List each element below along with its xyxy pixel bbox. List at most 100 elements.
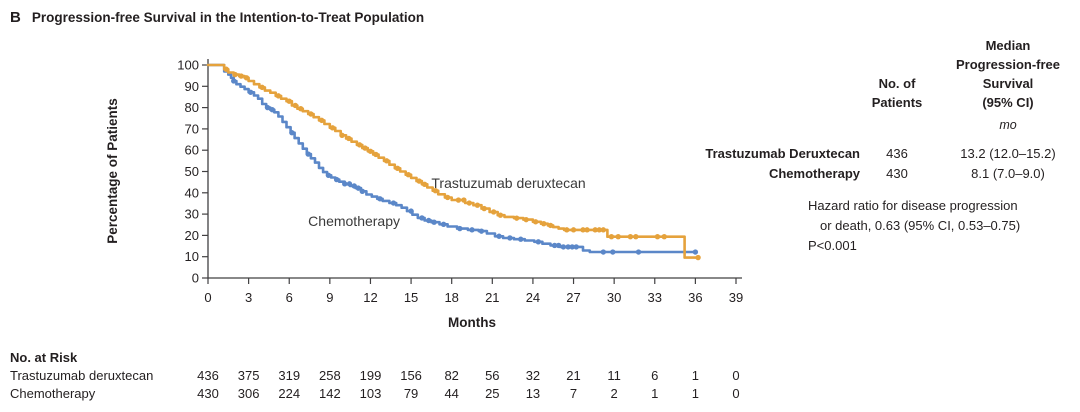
censor-mark <box>231 78 237 84</box>
censor-mark <box>325 172 332 179</box>
y-tick-label: 10 <box>185 249 199 264</box>
summary-header-spacer <box>700 36 860 112</box>
censor-mark <box>351 183 357 189</box>
summary-header-median: Median Progression-free Survival (95% CI… <box>934 36 1080 112</box>
censor-mark <box>455 197 462 203</box>
censor-mark <box>308 111 314 117</box>
row-median-chemo: 8.1 (7.0–9.0) <box>971 166 1045 181</box>
row-label-tdxd: Trastuzumab Deruxtecan <box>705 146 860 161</box>
y-tick-label: 20 <box>185 228 199 243</box>
units-row: mo <box>700 116 1080 135</box>
censor-mark <box>481 205 487 212</box>
row-n-chemo: 430 <box>886 166 908 181</box>
at-risk-value: 436 <box>197 368 219 383</box>
censor-mark <box>342 181 348 187</box>
censor-mark <box>565 244 571 250</box>
censor-mark <box>243 75 250 81</box>
censor-mark <box>535 239 542 245</box>
at-risk-value: 13 <box>526 386 540 401</box>
y-tick-label: 30 <box>185 207 199 222</box>
censor-mark <box>333 176 340 183</box>
at-risk-value: 0 <box>732 386 739 401</box>
km-curve-trastuzumab-deruxtecan <box>206 63 700 259</box>
x-tick-label: 21 <box>485 290 499 305</box>
censor-mark <box>466 200 472 206</box>
censor-mark <box>359 188 366 195</box>
y-tick-label: 70 <box>185 121 199 136</box>
x-tick-label: 36 <box>688 290 702 305</box>
censor-mark <box>356 142 363 148</box>
x-tick-label: 30 <box>607 290 621 305</box>
at-risk-value: 2 <box>611 386 618 401</box>
censor-mark <box>232 71 238 78</box>
header-median-line3: Survival <box>982 76 1034 91</box>
censor-mark <box>431 219 437 225</box>
censor-mark <box>513 215 520 221</box>
censor-mark <box>507 235 513 241</box>
at-risk-value: 224 <box>278 386 300 401</box>
summary-rows: Trastuzumab Deruxtecan 436 13.2 (12.0–15… <box>700 144 1080 184</box>
at-risk-value: 375 <box>238 368 260 383</box>
at-risk-value: 319 <box>278 368 300 383</box>
censor-mark <box>627 233 634 240</box>
hazard-line-2: or death, 0.63 (95% CI, 0.53–0.75) <box>820 218 1021 233</box>
censor-mark <box>355 185 361 191</box>
y-tick-label: 80 <box>185 100 199 115</box>
censor-mark <box>570 227 577 233</box>
censor-mark <box>305 151 311 157</box>
censor-mark <box>346 181 353 187</box>
summary-header-patients: No. of Patients <box>860 36 934 112</box>
censor-mark <box>457 225 463 232</box>
censor-mark <box>600 249 607 255</box>
censor-mark <box>596 227 602 233</box>
censor-mark <box>319 117 325 124</box>
at-risk-value: 44 <box>444 386 458 401</box>
hazard-line-1: Hazard ratio for disease progression <box>808 198 1018 213</box>
censor-mark <box>584 227 590 233</box>
x-tick-label: 24 <box>526 290 540 305</box>
censor-mark <box>461 197 467 203</box>
x-tick-label: 6 <box>286 290 293 305</box>
x-axis-title: Months <box>448 315 496 330</box>
at-risk-value: 32 <box>526 368 540 383</box>
censor-mark <box>390 200 397 206</box>
censor-mark <box>425 217 432 224</box>
p-value: P<0.001 <box>808 238 857 253</box>
at-risk-value: 430 <box>197 386 219 401</box>
censor-mark <box>497 212 504 218</box>
censor-mark <box>654 233 661 240</box>
at-risk-label-chemo: Chemotherapy <box>10 386 96 401</box>
at-risk-value: 142 <box>319 386 341 401</box>
censor-mark <box>523 216 529 223</box>
row-median-tdxd: 13.2 (12.0–15.2) <box>960 146 1056 161</box>
censor-mark <box>289 130 295 136</box>
censor-mark <box>384 158 390 164</box>
censor-mark <box>555 242 562 249</box>
censor-mark <box>610 249 616 255</box>
censor-mark <box>635 249 642 255</box>
row-n-tdxd: 436 <box>886 146 908 161</box>
censor-mark <box>518 236 524 242</box>
censor-mark <box>405 171 412 178</box>
censor-mark <box>269 107 276 113</box>
at-risk-value: 306 <box>238 386 260 401</box>
figure-title: Progression-free Survival in the Intenti… <box>31 10 425 25</box>
header-patients-line1: No. of <box>878 76 916 91</box>
censor-mark <box>298 105 304 112</box>
units-label: mo <box>999 118 1017 132</box>
at-risk-value: 258 <box>319 368 341 383</box>
km-curve-chemotherapy <box>206 63 697 254</box>
censor-mark <box>286 98 292 104</box>
summary-header: No. of Patients Median Progression-free … <box>700 36 1080 112</box>
x-tick-label: 27 <box>566 290 580 305</box>
censor-mark <box>444 194 451 201</box>
censor-mark <box>592 227 598 233</box>
at-risk-value: 199 <box>360 368 382 383</box>
at-risk-heading: No. at Risk <box>10 350 78 365</box>
curve-label-chemotherapy: Chemotherapy <box>308 213 400 229</box>
at-risk-value: 79 <box>404 386 418 401</box>
x-tick-label: 18 <box>444 290 458 305</box>
censor-mark <box>416 178 422 184</box>
summary-panel: No. of Patients Median Progression-free … <box>700 36 1080 184</box>
